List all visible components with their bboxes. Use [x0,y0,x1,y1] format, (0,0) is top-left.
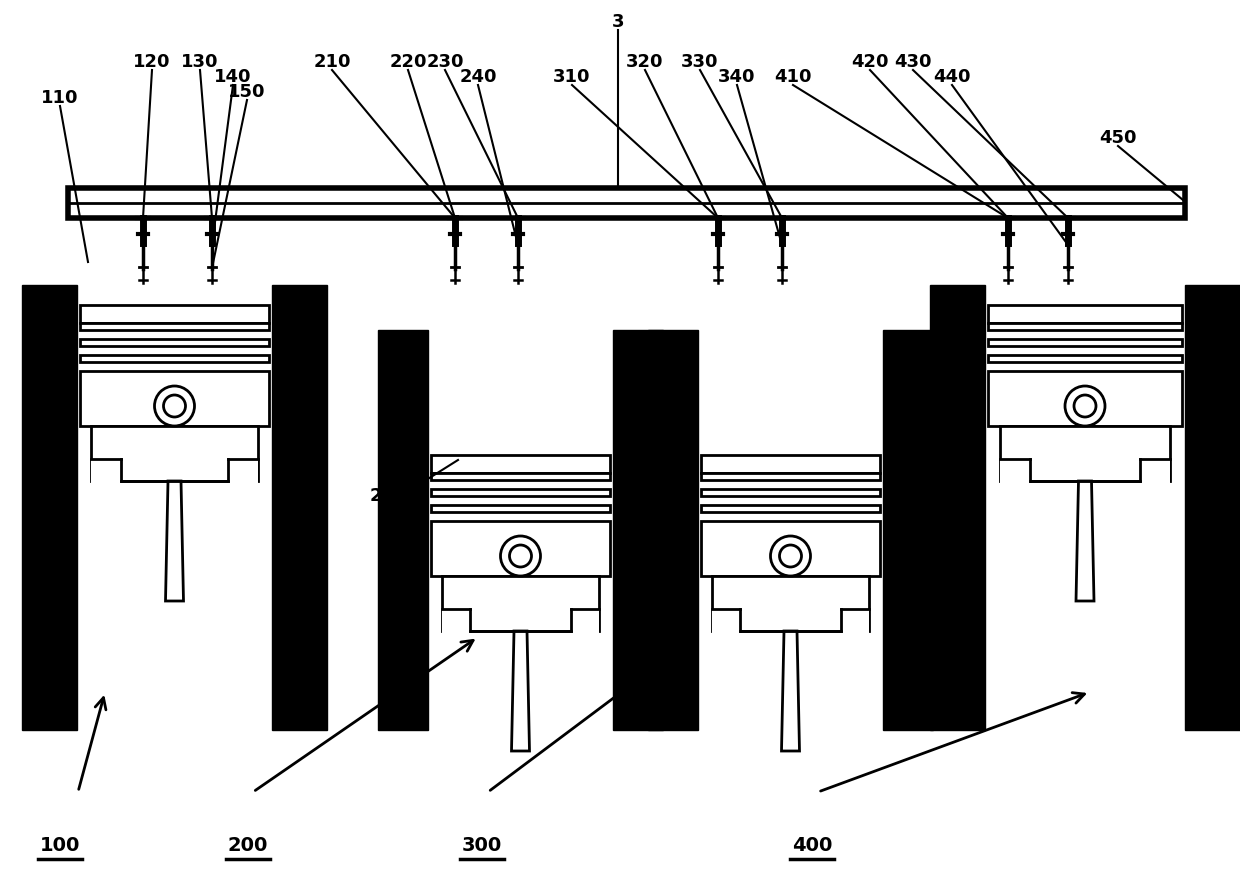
Bar [988,305,1182,323]
Bar [701,521,880,576]
Bar [22,285,77,730]
Text: 340: 340 [718,68,755,86]
Circle shape [780,545,801,567]
Text: 120: 120 [133,53,171,71]
Bar [432,473,610,480]
Bar [92,426,258,481]
Bar [378,330,428,730]
Bar [81,371,269,426]
Text: 150: 150 [228,83,265,101]
Circle shape [1065,386,1105,426]
Circle shape [510,545,532,567]
Bar [712,609,740,633]
Text: 220: 220 [389,53,427,71]
Bar [81,305,269,323]
Bar [712,576,869,631]
Circle shape [770,536,811,576]
Text: 100: 100 [40,835,81,855]
Bar [432,455,610,473]
Bar [988,323,1182,330]
Text: 440: 440 [934,68,971,86]
Bar [701,455,880,473]
Text: 430: 430 [894,53,931,71]
Bar [701,473,880,480]
Bar [81,339,269,346]
Bar [701,505,880,512]
Text: 210: 210 [314,53,351,71]
Circle shape [155,386,195,426]
Text: 450: 450 [1099,129,1137,147]
Bar [999,426,1171,481]
Bar [432,489,610,496]
Text: 140: 140 [215,68,252,86]
Bar [1185,285,1240,730]
Polygon shape [511,631,529,751]
Polygon shape [1076,481,1094,601]
Text: 420: 420 [851,53,889,71]
Bar [701,489,880,496]
Bar [570,609,599,633]
Bar [649,330,698,730]
Text: 110: 110 [41,89,79,107]
Bar [841,609,869,633]
Text: 3: 3 [611,13,624,31]
Bar [272,285,327,730]
Bar [1140,459,1171,483]
Text: 130: 130 [181,53,218,71]
Text: 400: 400 [792,835,832,855]
Bar [441,576,599,631]
Bar [68,188,1185,218]
Bar [883,330,932,730]
Bar [988,339,1182,346]
Bar [432,521,610,576]
Polygon shape [165,481,184,601]
Text: 240: 240 [459,68,497,86]
Bar [228,459,258,483]
Bar [930,285,985,730]
Polygon shape [781,631,800,751]
Bar [92,459,122,483]
Circle shape [501,536,541,576]
Text: 250: 250 [370,487,407,505]
Text: 320: 320 [626,53,663,71]
Text: 410: 410 [774,68,812,86]
Bar [441,609,470,633]
Text: 230: 230 [427,53,464,71]
Circle shape [164,395,186,417]
Text: 200: 200 [228,835,268,855]
Bar [81,323,269,330]
Circle shape [1074,395,1096,417]
Text: 330: 330 [681,53,719,71]
Bar [988,355,1182,362]
Bar [988,371,1182,426]
Bar [613,330,663,730]
Text: 350: 350 [614,609,651,627]
Bar [999,459,1030,483]
Bar [81,355,269,362]
Bar [432,505,610,512]
Text: 300: 300 [461,835,502,855]
Text: 310: 310 [553,68,590,86]
